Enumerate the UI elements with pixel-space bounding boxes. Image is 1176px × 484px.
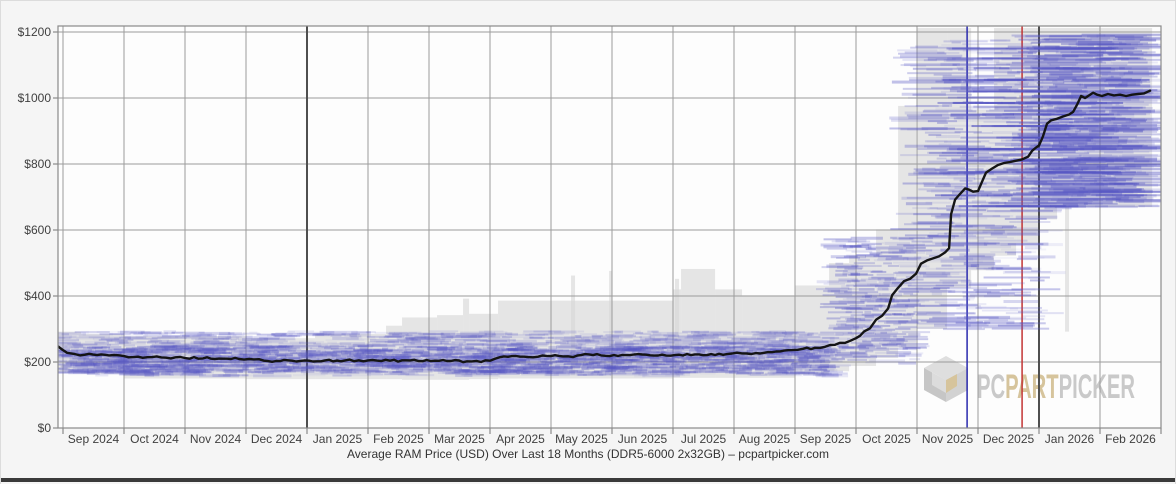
x-tick-label: Sep 2025 — [800, 432, 852, 446]
x-tick-label: Jan 2025 — [313, 432, 363, 446]
x-tick-label: Feb 2025 — [373, 432, 424, 446]
x-tick-label: Nov 2024 — [190, 432, 242, 446]
y-tick-label: $0 — [38, 421, 52, 435]
chart-title: Average RAM Price (USD) Over Last 18 Mon… — [347, 447, 829, 461]
y-tick-label: $1000 — [18, 91, 52, 105]
plot-border — [57, 25, 1162, 429]
x-tick-label: Aug 2025 — [739, 432, 791, 446]
x-tick-label: May 2025 — [555, 432, 608, 446]
x-tick-label: Apr 2025 — [496, 432, 545, 446]
x-tick-label: Feb 2026 — [1105, 432, 1156, 446]
y-tick-label: $200 — [24, 355, 51, 369]
y-axis-labels: $0 $200 $400 $600 $800 $1000 $1200 — [18, 25, 52, 435]
y-tick-label: $400 — [24, 289, 51, 303]
x-axis-labels: Sep 2024 Oct 2024 Nov 2024 Dec 2024 Jan 2025… — [68, 432, 1156, 446]
x-tick-label: Mar 2025 — [434, 432, 485, 446]
x-tick-label: Nov 2025 — [922, 432, 974, 446]
x-tick-label: Jun 2025 — [618, 432, 668, 446]
x-tick-label: Dec 2024 — [251, 432, 303, 446]
average-price-line — [58, 89, 1152, 364]
x-tick-label: Jan 2026 — [1045, 432, 1095, 446]
axis-ticks — [53, 31, 1162, 434]
watermark-text: PCPARTPICKER — [977, 368, 1135, 406]
x-tick-label: Sep 2024 — [68, 432, 120, 446]
x-tick-label: Dec 2025 — [983, 432, 1035, 446]
y-tick-label: $800 — [24, 157, 51, 171]
pcpartpicker-watermark: PCPARTPICKER — [924, 356, 1135, 406]
y-tick-label: $600 — [24, 223, 51, 237]
x-tick-label: Oct 2025 — [862, 432, 911, 446]
bottom-bar — [1, 478, 1175, 482]
x-tick-label: Jul 2025 — [681, 432, 727, 446]
y-tick-label: $1200 — [18, 25, 52, 39]
x-tick-label: Oct 2024 — [130, 432, 179, 446]
